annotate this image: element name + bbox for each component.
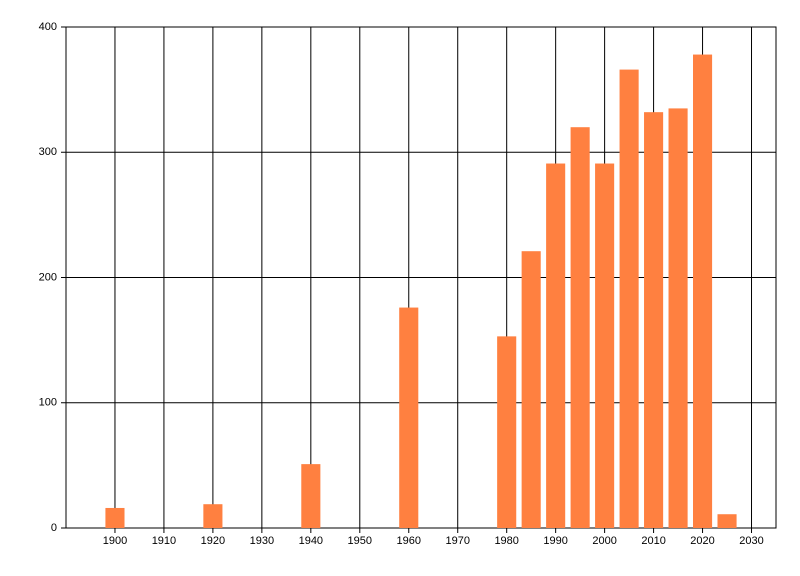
- x-tick-label: 1920: [201, 535, 225, 547]
- y-tick-label: 0: [51, 522, 57, 534]
- x-tick-label: 2020: [690, 535, 714, 547]
- x-tick-label: 1980: [494, 535, 518, 547]
- y-tick-label: 300: [39, 146, 57, 158]
- bar: [570, 127, 590, 528]
- x-tick-label: 1990: [543, 535, 567, 547]
- y-tick-label: 400: [39, 21, 57, 33]
- bar: [399, 307, 419, 528]
- x-tick-label: 1910: [152, 535, 176, 547]
- x-tick-label: 2030: [739, 535, 763, 547]
- bar: [668, 108, 688, 528]
- x-tick-label: 1930: [250, 535, 274, 547]
- bar: [105, 507, 125, 528]
- bar: [644, 112, 664, 529]
- x-tick-label: 1970: [445, 535, 469, 547]
- x-tick-label: 2000: [592, 535, 616, 547]
- x-tick-label: 1950: [348, 535, 372, 547]
- x-tick-label: 2010: [641, 535, 665, 547]
- y-tick-label: 100: [39, 397, 57, 409]
- bar: [301, 464, 321, 528]
- bar: [693, 54, 713, 529]
- x-tick-label: 1900: [103, 535, 127, 547]
- bar: [203, 504, 223, 528]
- bar: [595, 163, 615, 528]
- x-tick-label: 1940: [299, 535, 323, 547]
- bar: [717, 514, 737, 528]
- bar: [521, 251, 541, 528]
- y-tick-label: 200: [39, 271, 57, 283]
- bar: [497, 336, 517, 528]
- x-tick-label: 1960: [397, 535, 421, 547]
- bar: [619, 69, 639, 529]
- bar: [546, 163, 566, 528]
